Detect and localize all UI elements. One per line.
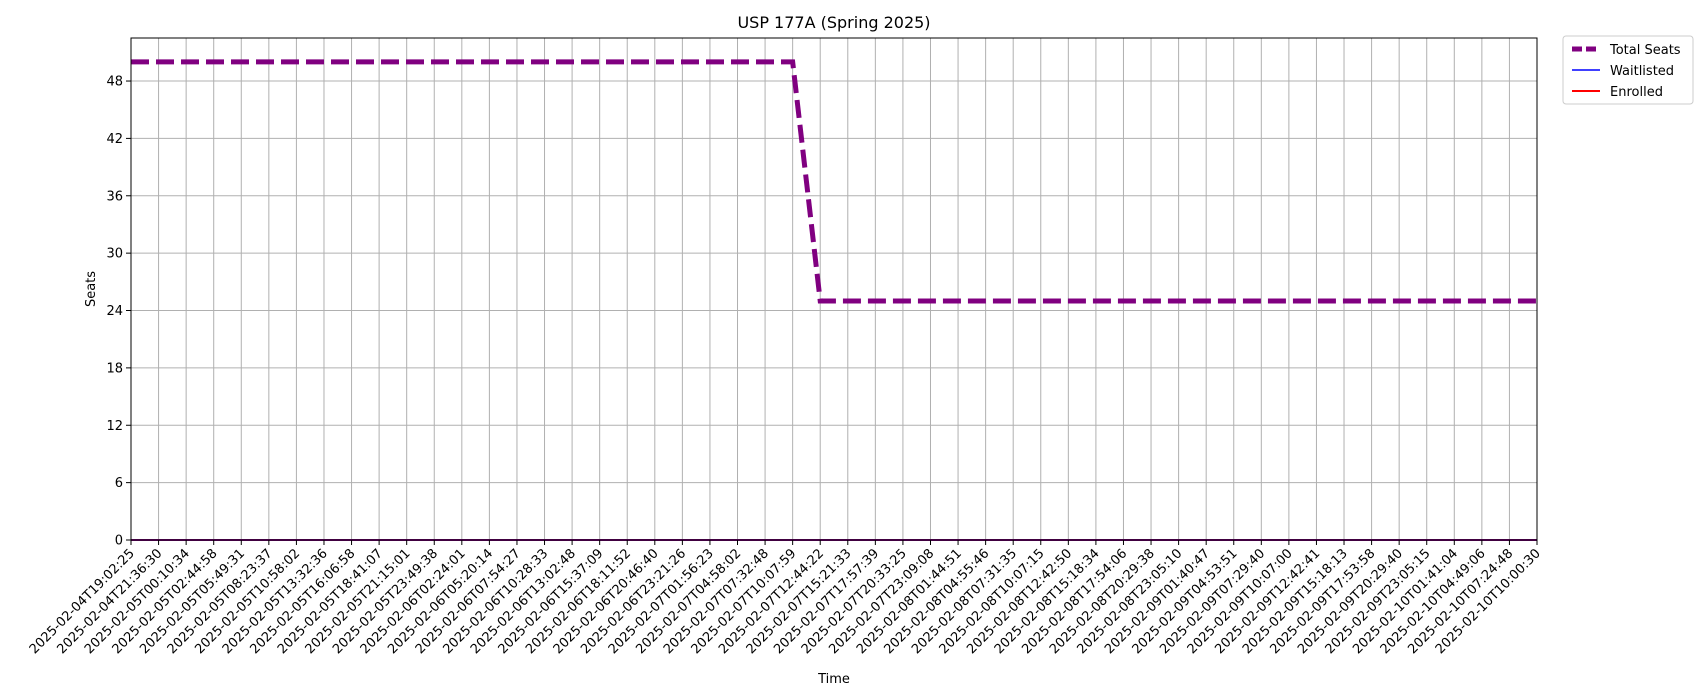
- y-axis-ticks: 0 6 12 18 24 30 36 42 48: [106, 75, 131, 549]
- legend-frame: [1562, 35, 1694, 105]
- y-tick-label: 30: [106, 247, 123, 262]
- plot-frame: [130, 37, 1538, 541]
- y-tick-label: 36: [106, 189, 123, 204]
- legend: Total Seats Waitlisted Enrolled: [1562, 35, 1694, 105]
- y-tick-label: 6: [115, 476, 123, 491]
- legend-label-waitlisted: Waitlisted: [1610, 64, 1674, 79]
- y-axis-label: Seats: [84, 271, 99, 307]
- legend-label-total-seats: Total Seats: [1609, 43, 1681, 58]
- y-tick-label: 0: [115, 534, 123, 549]
- y-tick-label: 48: [106, 75, 123, 90]
- y-tick-label: 12: [106, 419, 123, 434]
- y-tick-label: 18: [106, 361, 123, 376]
- y-tick-label: 42: [106, 132, 123, 147]
- series-layer: [131, 59, 1537, 541]
- y-tick-label: 24: [106, 304, 123, 319]
- grid: [130, 38, 1538, 541]
- x-axis-label: Time: [817, 672, 850, 687]
- series-line-total-seats: [131, 59, 1537, 304]
- x-axis-ticks: 2025-02-04T19:02:252025-02-04T21:36:3020…: [27, 540, 1544, 657]
- legend-label-enrolled: Enrolled: [1610, 85, 1663, 100]
- chart-title: USP 177A (Spring 2025): [737, 13, 930, 32]
